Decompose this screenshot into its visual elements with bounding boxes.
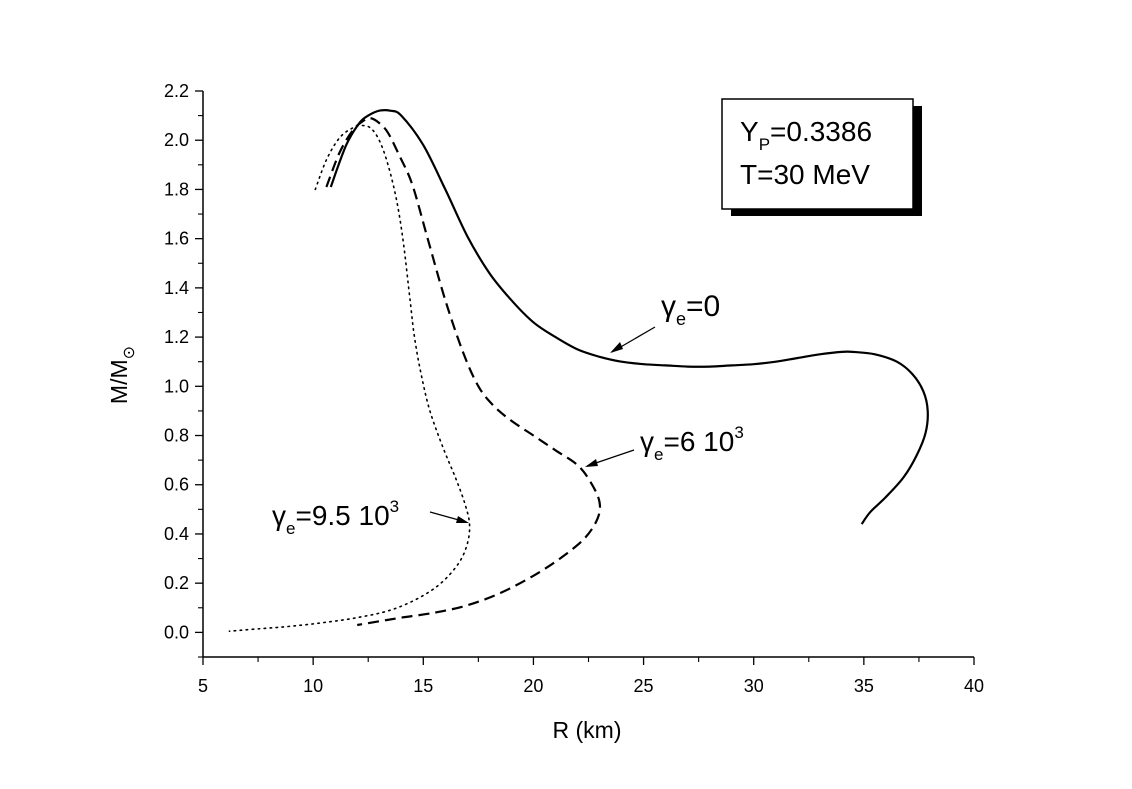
curve-gamma-0 <box>329 109 929 525</box>
label-gamma-0-sub: e <box>676 309 686 329</box>
y-tick-label: 2.2 <box>164 81 189 101</box>
y-tick-label: 0.4 <box>164 524 189 544</box>
x-tick-label: 10 <box>303 676 323 696</box>
legend-yp-value: =0.3386 <box>770 116 872 147</box>
label-gamma-9-5e3: γe=9.5 103 <box>272 497 399 538</box>
label-gamma-0-rest: =0 <box>686 290 720 323</box>
y-axis-title: M/M⊙ <box>106 346 138 404</box>
curves <box>228 109 929 632</box>
x-tick-label: 25 <box>634 676 654 696</box>
x-tick-label: 20 <box>523 676 543 696</box>
label-gamma-0: γe=0 <box>661 290 720 329</box>
legend-yp-sub: P <box>759 135 770 154</box>
y-tick-label: 0.2 <box>164 573 189 593</box>
label-gamma-6e3-sub: e <box>654 445 663 464</box>
annotation-gamma-0: γe=0 <box>610 290 720 353</box>
arrowhead-gamma-9-5e3 <box>456 516 469 523</box>
label-gamma-6e3-sup: 3 <box>734 423 743 442</box>
label-gamma-9-5e3-sub: e <box>286 519 295 538</box>
annotation-gamma-9-5e3: γe=9.5 103 <box>272 497 469 538</box>
annotation-gamma-6e3: γe=6 103 <box>585 423 744 467</box>
axes: 5 10 15 20 25 30 35 40 0.0 0.2 0.4 0.6 0.8 1.0 1.2 1.4 1… <box>164 81 984 696</box>
y-tick-label: 2.0 <box>164 130 189 150</box>
x-tick-label: 30 <box>744 676 764 696</box>
x-tick-label: 40 <box>964 676 984 696</box>
x-tick-label: 5 <box>198 676 208 696</box>
label-gamma-0-main: γ <box>661 290 676 323</box>
x-tick-label: 35 <box>854 676 874 696</box>
y-axis-title-sub: ⊙ <box>121 346 138 359</box>
y-tick-label: 0.8 <box>164 426 189 446</box>
legend-line-yp: YP=0.3386 <box>740 116 872 154</box>
legend-frame <box>721 98 914 210</box>
y-tick-label: 1.2 <box>164 327 189 347</box>
legend-box: YP=0.3386 T=30 MeV <box>721 98 922 216</box>
x-tick-label: 15 <box>413 676 433 696</box>
y-tick-label: 0.0 <box>164 622 189 642</box>
label-gamma-6e3-rest: =6 10 <box>663 426 734 457</box>
label-gamma-9-5e3-sup: 3 <box>390 497 399 516</box>
legend-line-temperature: T=30 MeV <box>740 159 870 190</box>
x-axis-title: R (km) <box>553 717 622 743</box>
label-gamma-6e3: γe=6 103 <box>640 423 744 464</box>
curve-gamma-6e3 <box>325 116 602 627</box>
arrowhead-gamma-6e3 <box>585 459 598 467</box>
y-tick-label: 1.0 <box>164 376 189 396</box>
y-tick-label: 1.4 <box>164 278 189 298</box>
y-tick-label: 1.8 <box>164 179 189 199</box>
curve-gamma-9-5e3 <box>228 124 471 632</box>
y-tick-label: 0.6 <box>164 475 189 495</box>
label-gamma-6e3-main: γ <box>640 426 654 457</box>
y-tick-label: 1.6 <box>164 229 189 249</box>
arrowhead-gamma-0 <box>610 342 623 353</box>
y-axis-title-main: M/M <box>106 359 132 404</box>
label-gamma-9-5e3-main: γ <box>272 500 286 531</box>
legend-yp-main: Y <box>740 116 759 147</box>
label-gamma-9-5e3-rest: =9.5 10 <box>295 500 389 531</box>
